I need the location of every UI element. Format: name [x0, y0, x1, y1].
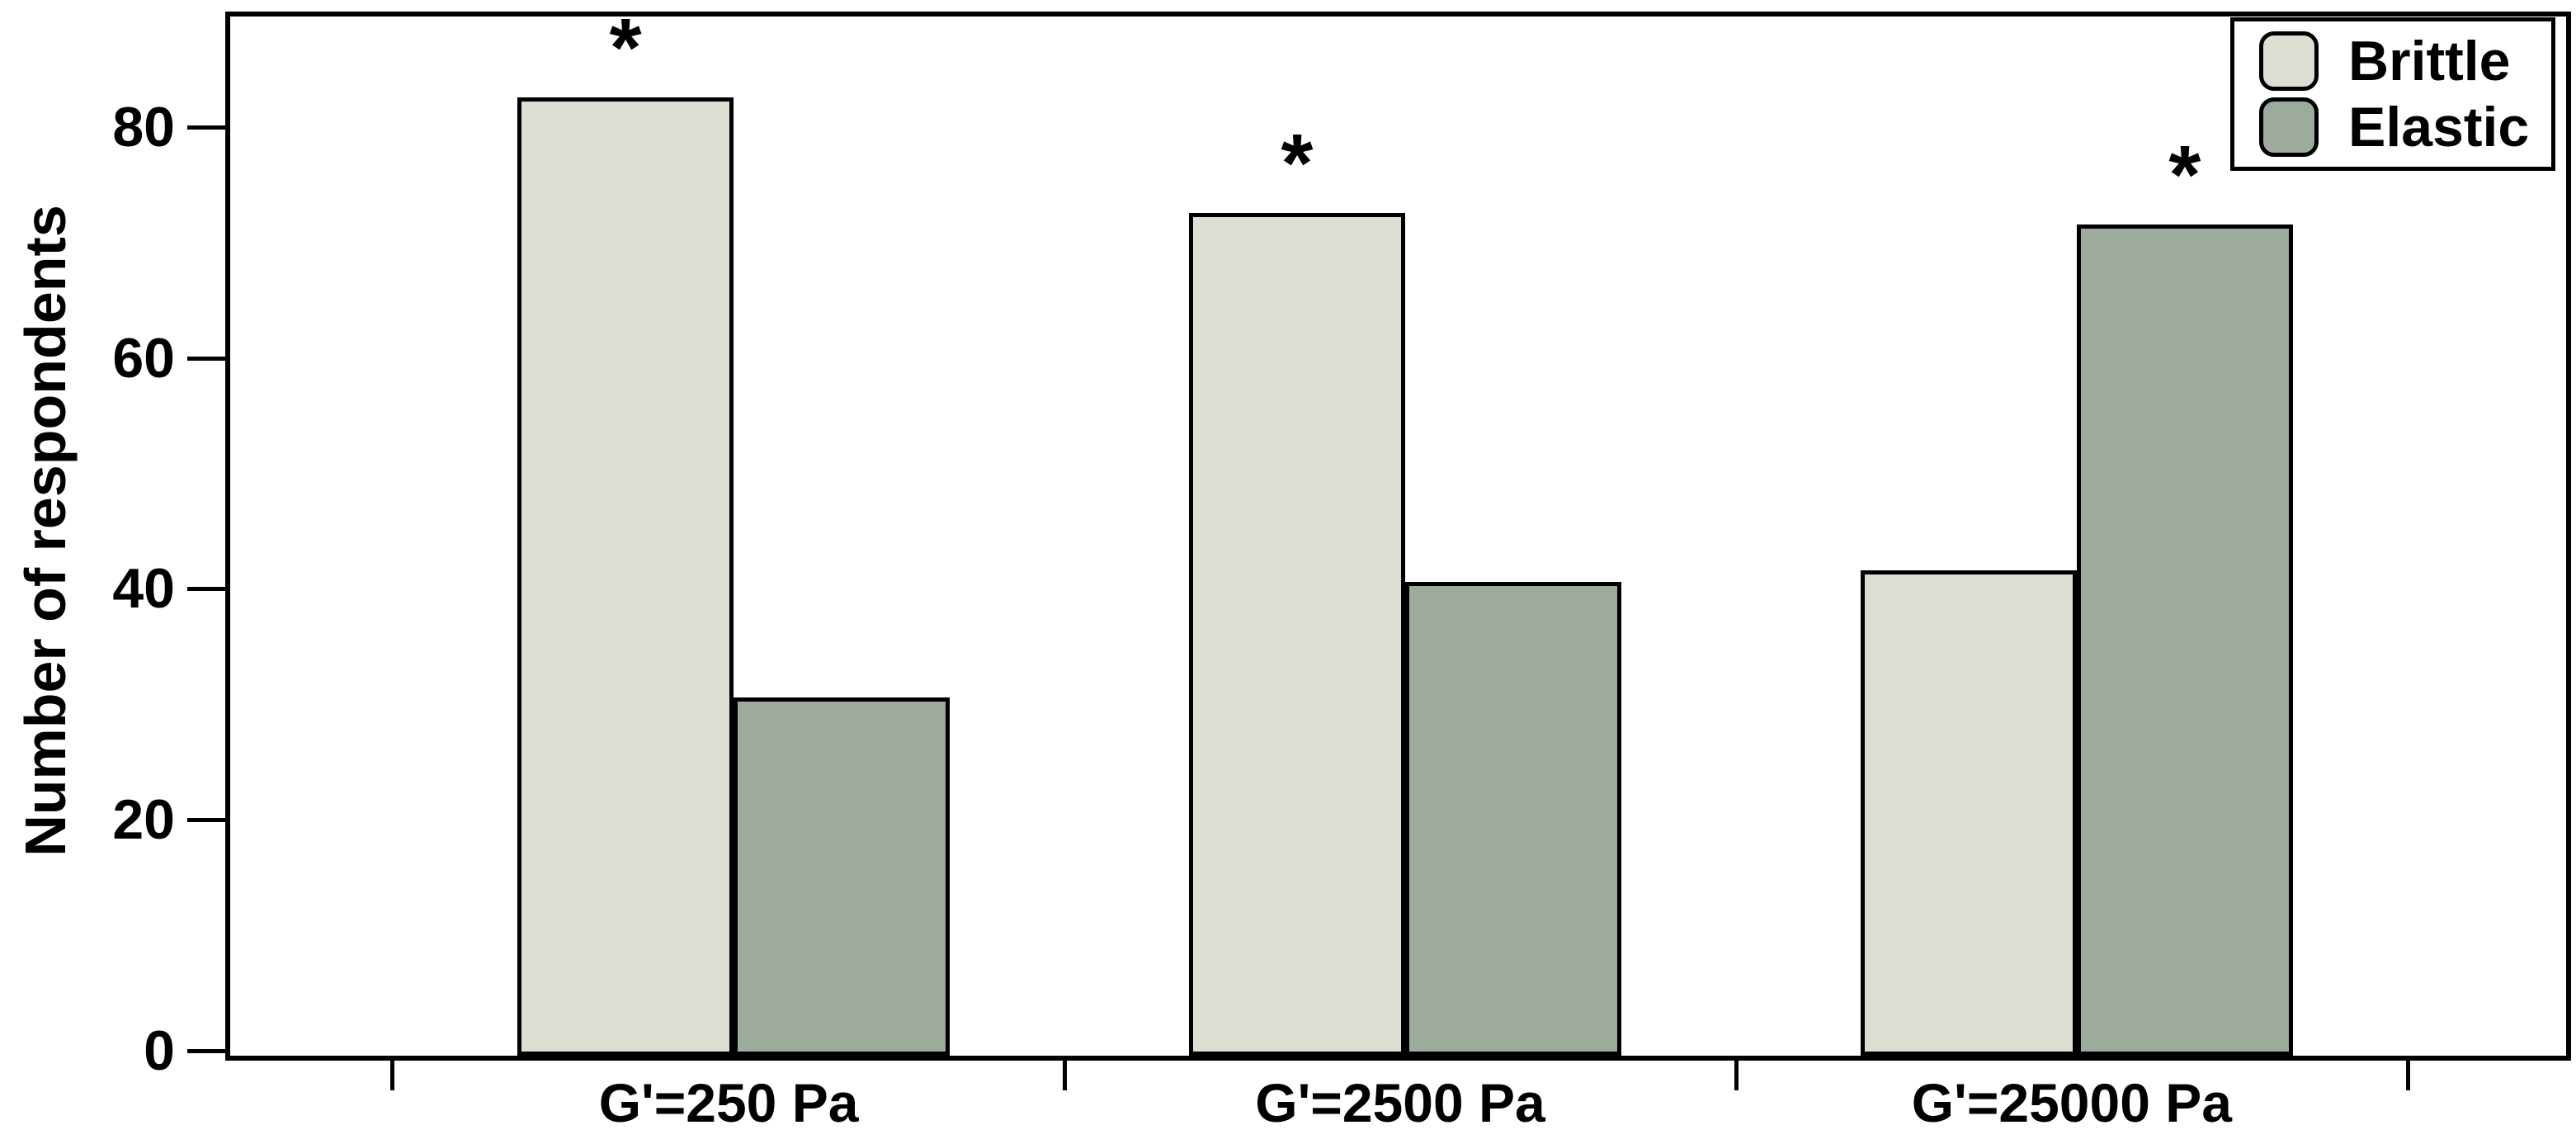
x-tick-mark — [1062, 1056, 1067, 1090]
x-category-label: G'=2500 Pa — [1255, 1072, 1545, 1133]
y-tick-mark — [187, 1049, 225, 1053]
legend-item-brittle: Brittle — [2259, 31, 2551, 91]
x-tick-mark — [390, 1056, 395, 1090]
bar-brittle-3 — [1860, 570, 2077, 1056]
x-category-label: G'=25000 Pa — [1911, 1072, 2232, 1133]
y-axis-title: Number of respondents — [13, 205, 78, 857]
bar-elastic-1 — [734, 697, 951, 1056]
legend-label: Elastic — [2348, 96, 2530, 158]
significance-asterisk: * — [1281, 116, 1314, 210]
y-tick-mark — [187, 587, 225, 592]
y-tick-label: 20 — [112, 788, 175, 852]
y-tick-label: 80 — [112, 95, 175, 158]
legend-swatch-elastic — [2259, 97, 2319, 157]
legend: Brittle Elastic — [2230, 17, 2555, 171]
y-tick-mark — [187, 818, 225, 823]
legend-item-elastic: Elastic — [2259, 97, 2551, 157]
y-tick-mark — [187, 356, 225, 361]
bar-brittle-2 — [1188, 212, 1405, 1056]
y-tick-mark — [187, 125, 225, 130]
bar-elastic-2 — [1404, 582, 1621, 1056]
y-tick-label: 60 — [112, 326, 175, 390]
x-tick-mark — [2405, 1056, 2410, 1090]
x-tick-mark — [1734, 1056, 1739, 1090]
legend-label: Brittle — [2348, 30, 2511, 92]
y-tick-label: 0 — [144, 1019, 175, 1082]
legend-swatch-brittle — [2259, 31, 2319, 91]
bar-elastic-3 — [2076, 224, 2293, 1056]
significance-asterisk: * — [2168, 128, 2201, 221]
y-tick-label: 40 — [112, 557, 175, 621]
significance-asterisk: * — [609, 1, 642, 94]
plot-area: * * * — [225, 7, 2571, 1061]
bar-brittle-1 — [517, 97, 734, 1056]
x-category-label: G'=250 Pa — [598, 1072, 859, 1133]
